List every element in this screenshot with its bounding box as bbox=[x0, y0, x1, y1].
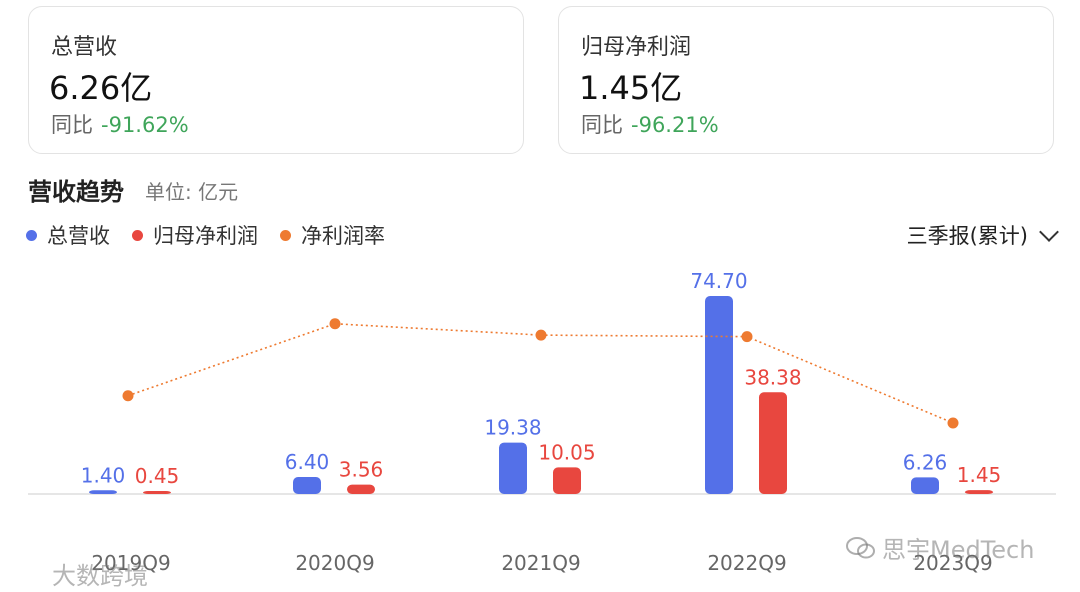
revenue-card-value: 6.26亿 bbox=[49, 69, 153, 107]
chart-legend: 总营收 归母净利润 净利润率 bbox=[26, 220, 407, 250]
data-label-net-profit: 0.45 bbox=[135, 464, 180, 488]
legend-dot-net-profit bbox=[132, 229, 143, 241]
bar-revenue bbox=[705, 296, 733, 494]
x-tick-label: 2019Q9 bbox=[91, 551, 170, 575]
bar-net-profit bbox=[965, 490, 993, 494]
data-label-net-profit: 38.38 bbox=[744, 365, 801, 389]
bar-net-profit bbox=[347, 484, 375, 494]
data-label-net-profit: 3.56 bbox=[339, 458, 384, 482]
data-label-net-profit: 1.45 bbox=[957, 463, 1002, 487]
revenue-card-label: 总营收 bbox=[51, 35, 118, 60]
point-net-margin bbox=[947, 417, 959, 429]
data-label-revenue: 74.70 bbox=[690, 269, 747, 293]
x-tick-label: 2020Q9 bbox=[295, 551, 374, 575]
bar-net-profit bbox=[759, 392, 787, 494]
data-label-revenue: 6.40 bbox=[285, 450, 330, 474]
point-net-margin bbox=[122, 390, 134, 402]
bar-revenue bbox=[911, 477, 939, 494]
section-unit: 单位: 亿元 bbox=[145, 180, 239, 204]
revenue-yoy-label: 同比 bbox=[51, 113, 93, 137]
period-select-value: 三季报(累计) bbox=[906, 224, 1028, 248]
bar-net-profit bbox=[143, 491, 171, 494]
section-title: 营收趋势 bbox=[28, 178, 124, 206]
revenue-card: 总营收 6.26亿 同比 -91.62% bbox=[28, 6, 524, 154]
revenue-yoy-value: -91.62% bbox=[101, 113, 189, 137]
legend-dot-net-margin bbox=[280, 229, 291, 241]
legend-item-net-margin[interactable]: 净利润率 bbox=[280, 220, 385, 250]
period-select[interactable]: 三季报(累计) bbox=[906, 220, 1059, 250]
data-label-revenue: 19.38 bbox=[484, 416, 541, 440]
wechat-icon bbox=[846, 536, 875, 558]
bar-revenue bbox=[293, 477, 321, 494]
bar-revenue bbox=[499, 442, 527, 494]
data-label-revenue: 6.26 bbox=[903, 450, 948, 474]
net-profit-yoy-value: -96.21% bbox=[631, 113, 719, 137]
watermark-left: 大数跨境 bbox=[52, 562, 148, 590]
point-net-margin bbox=[329, 318, 341, 330]
bar-net-profit bbox=[553, 467, 581, 494]
revenue-yoy: 同比 -91.62% bbox=[51, 109, 189, 139]
point-net-margin bbox=[535, 329, 547, 341]
x-tick-label: 2021Q9 bbox=[501, 551, 580, 575]
watermark-right: 思宇MedTech bbox=[846, 530, 1034, 565]
legend-label-revenue: 总营收 bbox=[47, 224, 110, 248]
data-label-revenue: 1.40 bbox=[81, 463, 126, 487]
net-profit-card: 归母净利润 1.45亿 同比 -96.21% bbox=[558, 6, 1054, 154]
legend-dot-revenue bbox=[26, 229, 37, 241]
net-profit-yoy: 同比 -96.21% bbox=[581, 109, 719, 139]
point-net-margin bbox=[741, 331, 753, 343]
watermark-right-text: 思宇MedTech bbox=[882, 536, 1035, 564]
legend-label-net-margin: 净利润率 bbox=[301, 224, 385, 248]
legend-item-net-profit[interactable]: 归母净利润 bbox=[132, 220, 258, 250]
data-label-net-profit: 10.05 bbox=[538, 440, 595, 464]
bar-revenue bbox=[89, 490, 117, 494]
legend-item-revenue[interactable]: 总营收 bbox=[26, 220, 110, 250]
chevron-down-icon bbox=[1039, 222, 1059, 242]
legend-label-net-profit: 归母净利润 bbox=[153, 224, 258, 248]
net-profit-card-label: 归母净利润 bbox=[581, 35, 692, 60]
net-profit-card-value: 1.45亿 bbox=[579, 69, 683, 107]
x-tick-label: 2023Q9 bbox=[913, 551, 992, 575]
net-profit-yoy-label: 同比 bbox=[581, 113, 623, 137]
x-tick-label: 2022Q9 bbox=[707, 551, 786, 575]
